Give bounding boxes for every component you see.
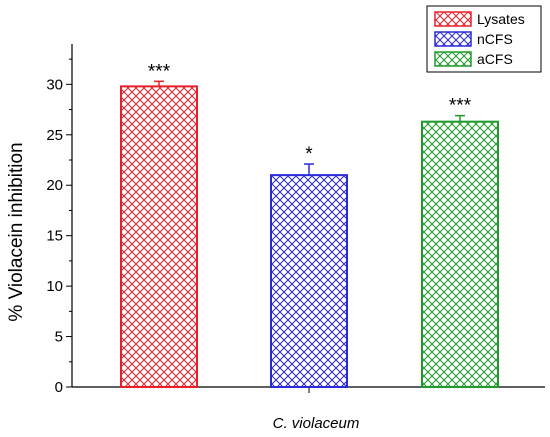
y-tick-label: 5 — [55, 329, 63, 346]
significance-label: *** — [449, 96, 472, 117]
y-tick-label: 25 — [46, 127, 63, 144]
legend-label: aCFS — [477, 51, 513, 67]
y-tick-label: 20 — [46, 177, 63, 194]
legend-swatch — [434, 31, 472, 47]
bar-lysates — [120, 85, 198, 389]
bar-acfs — [421, 120, 499, 388]
bars: ******* — [120, 61, 499, 389]
legend-label: Lysates — [477, 11, 525, 27]
x-axis-label: C. violaceum — [273, 415, 360, 432]
y-axis: 0 5 10 15 20 25 30 — [46, 44, 73, 396]
significance-label: *** — [148, 61, 171, 82]
y-tick-label: 10 — [46, 278, 63, 295]
legend-swatch — [434, 11, 472, 27]
legend-swatch — [434, 51, 472, 67]
y-axis-label: % Violacein inhibition — [6, 142, 27, 321]
significance-label: * — [305, 144, 313, 165]
y-tick-label: 0 — [55, 379, 63, 396]
legend: Lysates nCFS aCFS — [426, 5, 542, 73]
y-tick-label: 15 — [46, 228, 63, 245]
legend-label: nCFS — [477, 31, 513, 47]
bar-ncfs — [270, 174, 348, 388]
y-tick-label: 30 — [46, 76, 63, 93]
